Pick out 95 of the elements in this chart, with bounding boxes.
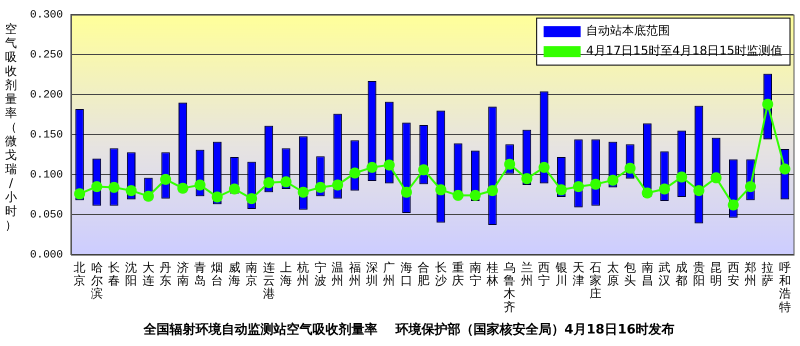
legend-label: 自动站本底范围 [586,24,670,38]
text: 空气吸收剂量率（微戈瑞/小时） [5,22,17,232]
point [435,184,446,196]
x-tick-label: 济南 [176,260,189,288]
point [74,188,86,200]
x-tick-label: 温州 [332,260,344,288]
x-tick-label: 长沙 [434,260,447,288]
x-tick-label: 福州 [348,260,361,288]
x-tick-label: 乌鲁木齐 [504,260,516,314]
x-tick-label: 昆明 [710,260,722,288]
point [728,200,739,210]
x-tick-label: 南昌 [641,260,654,288]
x-tick-label: 桂林 [485,260,498,288]
point [332,180,344,190]
point [108,182,120,193]
x-tick-label: 上海 [280,260,292,288]
x-tick-label: 呼和浩特 [778,260,791,314]
x-tick-label: 宁波 [314,260,326,288]
x-tick-label: 石家庄 [590,260,602,301]
legend-label: 4月17日15时至4月18日15时监测值 [586,44,783,58]
x-tick-label: 大连 [142,260,154,288]
x-tick-label: 威海 [228,260,240,288]
x-tick-label: 合肥 [418,260,430,288]
x-tick-label: 包头 [624,260,636,288]
x-tick-label: 成都 [676,260,688,288]
x-tick-label: 青岛 [194,260,206,288]
point [556,184,567,196]
point [400,186,412,198]
point [658,184,670,194]
point [504,158,516,170]
x-tick-label: 银川 [554,260,568,288]
y-tick-label: 0.250 [30,50,64,62]
point [246,193,258,204]
x-tick-label: 丹东 [160,260,172,288]
y-tick-label: 0.000 [30,250,64,262]
point [418,164,430,176]
x-tick-label: 沈阳 [125,260,138,288]
point [676,172,688,182]
x-tick-label: 哈尔滨 [90,260,103,301]
point [126,185,137,196]
point [521,173,532,184]
point [298,186,309,198]
x-tick-label: 海口 [400,260,412,288]
point [314,182,326,193]
point [762,98,774,110]
point [263,177,274,188]
point [91,181,102,192]
point [160,174,172,185]
point [384,160,395,170]
point [470,190,481,201]
x-tick-label: 南宁 [469,260,482,288]
point [452,190,464,201]
point [194,180,206,190]
point [177,182,188,194]
y-tick-label: 0.050 [30,210,64,222]
x-tick-label: 烟台 [211,260,224,288]
point [538,162,550,173]
point [280,176,292,188]
text: 全国辐射环境自动监测站空气吸收剂量率 环境保护部（国家核安全局）4月18日16时发布 [142,322,675,338]
x-tick-label: 贵阳 [692,260,705,288]
point [349,168,360,178]
point [607,174,618,186]
y-tick-label: 0.150 [30,130,64,142]
x-tick-label: 武汉 [658,260,670,288]
point [779,164,790,174]
point [693,185,704,196]
y-tick-label: 0.200 [30,90,64,102]
x-tick-label: 广州 [383,260,396,288]
point [744,181,756,192]
x-tick-label: 西宁 [538,260,550,288]
y-tick-label: 0.300 [30,10,64,22]
point [572,181,584,192]
x-tick-label: 南京 [246,260,258,288]
x-tick-label: 西安 [727,260,740,288]
point [624,162,636,174]
x-tick-label: 长春 [108,260,120,288]
x-tick-label: 太原 [606,260,619,288]
x-tick-label: 深圳 [365,260,378,288]
point [486,185,498,196]
point [228,184,240,194]
point [142,190,154,202]
point [710,172,722,184]
point [642,188,653,198]
x-tick-label: 兰州 [520,260,533,288]
x-tick-label: 郑州 [744,260,756,288]
x-tick-label: 天津 [572,260,584,288]
point [590,178,602,190]
point [366,162,378,173]
point [212,192,223,202]
y-tick-label: 0.100 [30,170,64,182]
x-tick-label: 杭州 [296,260,310,288]
x-tick-label: 拉萨 [762,260,774,288]
x-tick-label: 北京 [74,260,86,288]
x-tick-label: 重庆 [452,260,464,288]
x-tick-label: 连云港 [262,260,275,301]
